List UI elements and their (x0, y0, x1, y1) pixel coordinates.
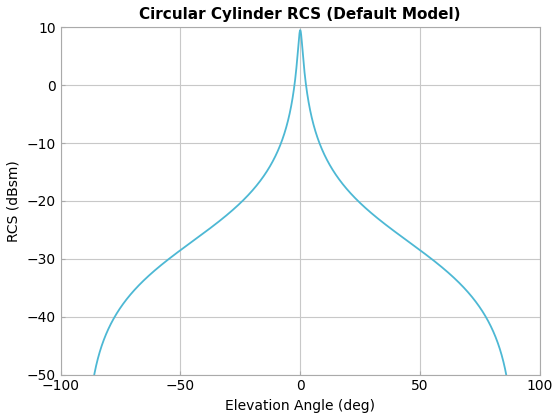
X-axis label: Elevation Angle (deg): Elevation Angle (deg) (225, 399, 375, 413)
Y-axis label: RCS (dBsm): RCS (dBsm) (7, 160, 21, 242)
Title: Circular Cylinder RCS (Default Model): Circular Cylinder RCS (Default Model) (139, 7, 461, 22)
